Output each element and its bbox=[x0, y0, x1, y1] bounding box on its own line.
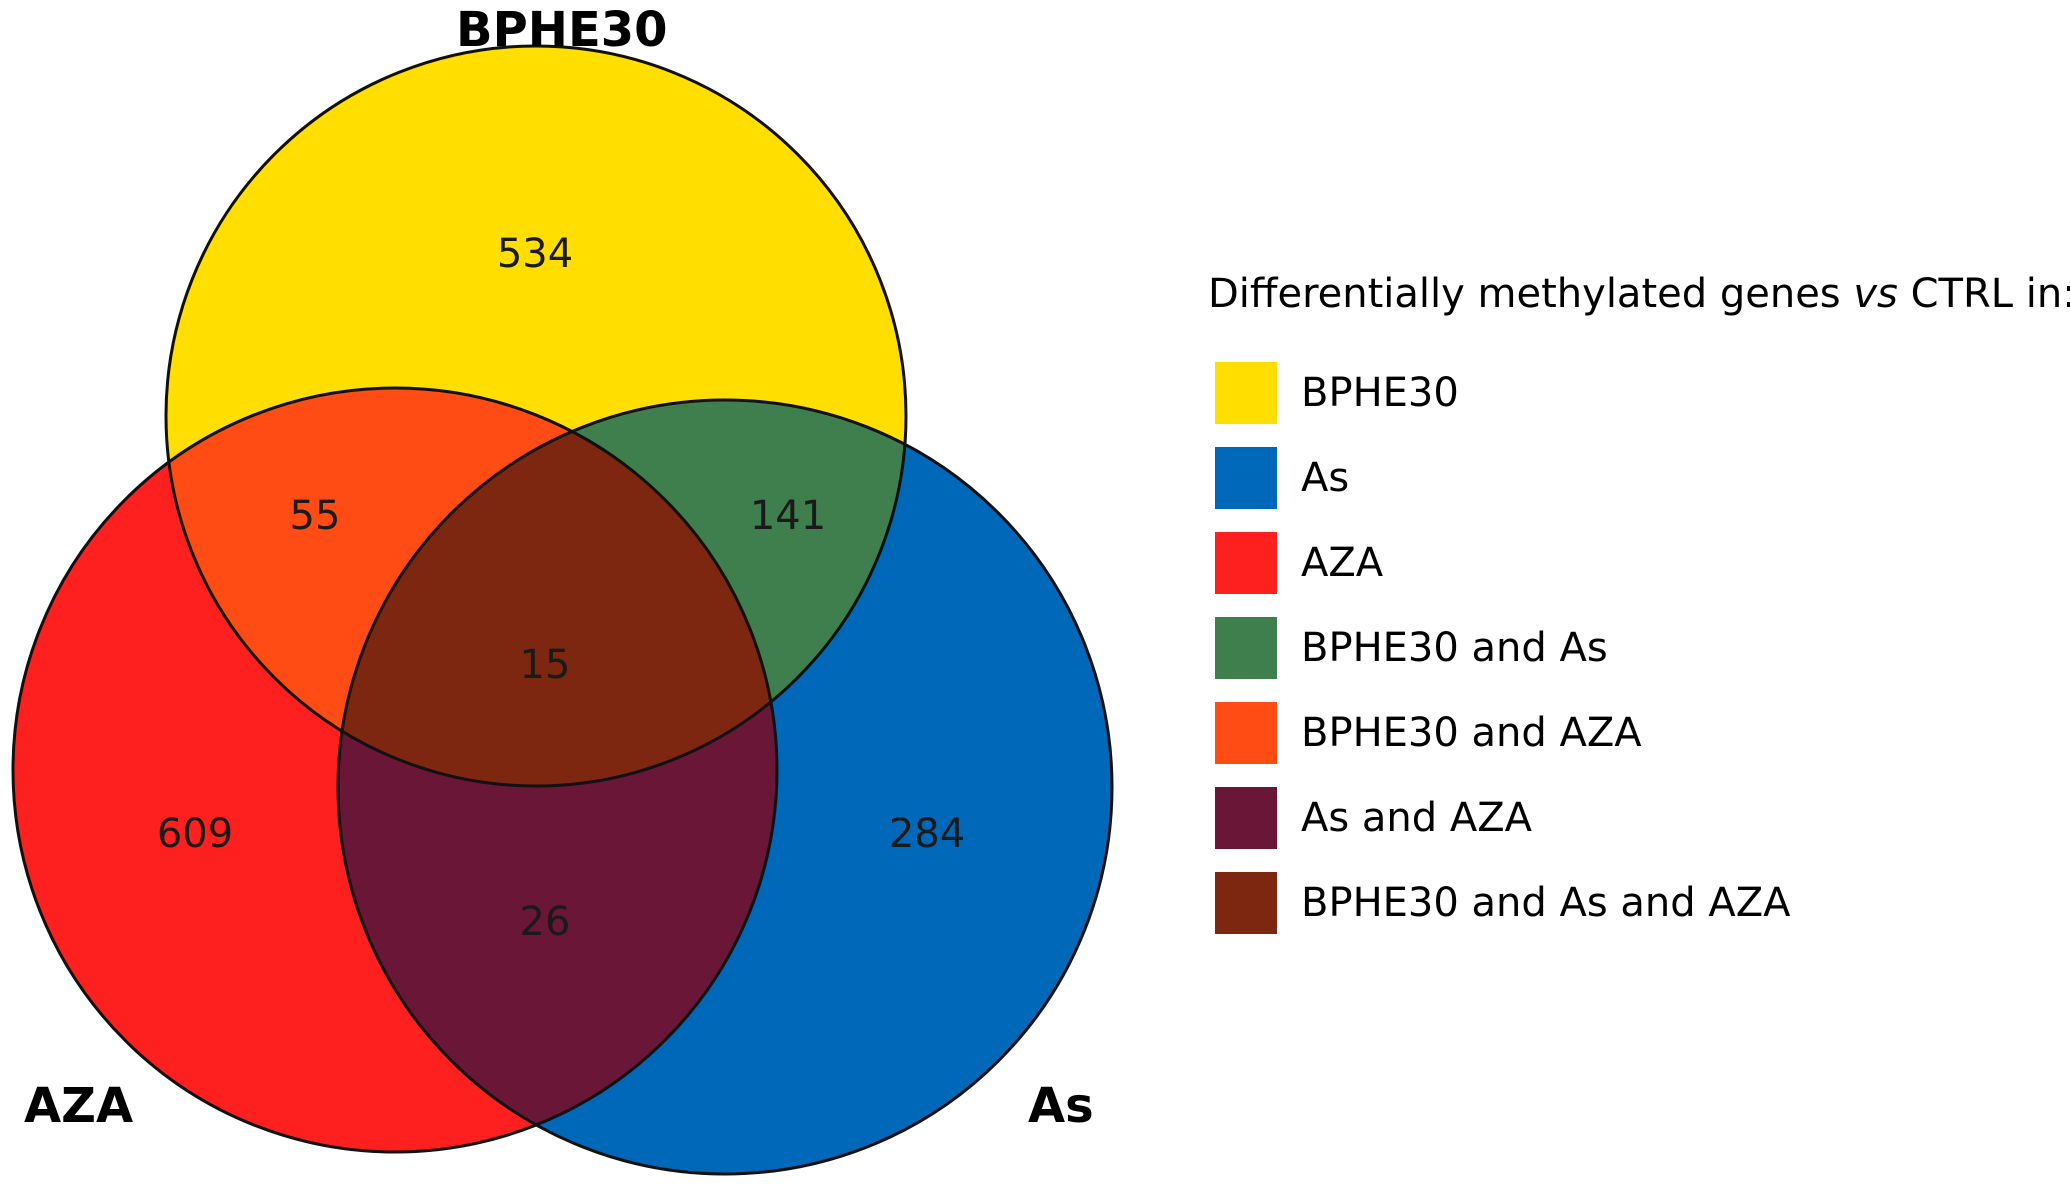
legend-swatch bbox=[1215, 616, 1277, 679]
venn-diagram bbox=[11, 44, 1114, 1176]
legend-item: As and AZA bbox=[1208, 775, 2070, 860]
legend-item: As bbox=[1208, 435, 2070, 520]
legend-item: BPHE30 and AZA bbox=[1208, 690, 2070, 775]
set-label-as: As bbox=[1028, 1078, 1094, 1134]
count-as-only: 284 bbox=[888, 811, 966, 857]
set-label-aza: AZA bbox=[24, 1078, 134, 1134]
legend-swatch bbox=[1215, 531, 1277, 594]
count-aza-only: 609 bbox=[156, 811, 234, 857]
count-bphe30-only: 534 bbox=[496, 231, 574, 277]
legend-item: AZA bbox=[1208, 520, 2070, 605]
legend-title-prefix: Differentially methylated genes bbox=[1208, 271, 1854, 317]
legend-label: As and AZA bbox=[1301, 794, 1533, 841]
legend-swatch bbox=[1215, 446, 1277, 509]
outline-as bbox=[336, 398, 1114, 1176]
set-label-bphe30: BPHE30 bbox=[456, 2, 668, 58]
legend-label: AZA bbox=[1301, 539, 1384, 586]
legend: Differentially methylated genes vs CTRL … bbox=[1208, 272, 2070, 945]
count-bphe30-aza: 55 bbox=[289, 493, 341, 539]
legend-swatch bbox=[1215, 786, 1277, 849]
legend-label: BPHE30 and As bbox=[1301, 624, 1608, 671]
legend-title: Differentially methylated genes vs CTRL … bbox=[1208, 272, 2070, 316]
legend-item: BPHE30 and As bbox=[1208, 605, 2070, 690]
count-bphe30-as: 141 bbox=[749, 493, 827, 539]
legend-label: BPHE30 and AZA bbox=[1301, 709, 1642, 756]
legend-swatch bbox=[1215, 361, 1277, 424]
count-as-aza: 26 bbox=[519, 899, 571, 945]
outline-bphe30 bbox=[164, 44, 908, 788]
legend-title-italic: vs bbox=[1853, 271, 1898, 317]
legend-title-suffix: CTRL in: bbox=[1897, 271, 2070, 317]
count-all: 15 bbox=[519, 642, 571, 688]
legend-item: BPHE30 bbox=[1208, 350, 2070, 435]
outline-aza bbox=[11, 386, 779, 1154]
legend-swatch bbox=[1215, 871, 1277, 934]
legend-swatch bbox=[1215, 701, 1277, 764]
legend-label: As bbox=[1301, 454, 1350, 501]
legend-item: BPHE30 and As and AZA bbox=[1208, 860, 2070, 945]
legend-label: BPHE30 bbox=[1301, 369, 1459, 416]
legend-label: BPHE30 and As and AZA bbox=[1301, 879, 1791, 926]
